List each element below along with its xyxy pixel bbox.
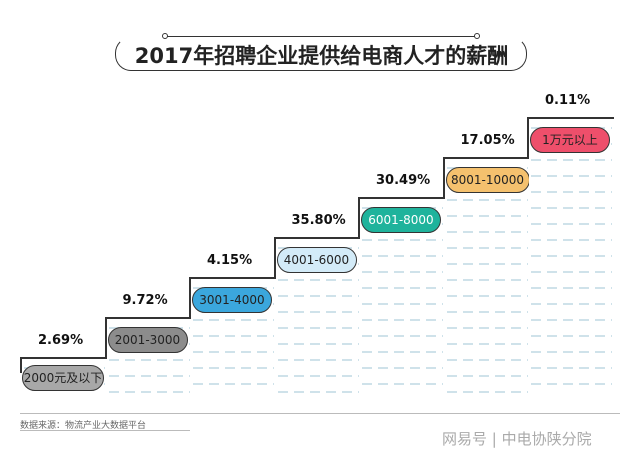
step-line: [273, 237, 361, 279]
value-label: 2.69%: [38, 333, 84, 348]
category-pill: 3001-4000: [192, 287, 272, 313]
category-pill: 1万元以上: [530, 127, 610, 153]
category-pill: 2000元及以下: [22, 365, 104, 391]
divider: [20, 430, 190, 431]
category-pill: 4001-6000: [276, 247, 357, 273]
step-line: [189, 277, 276, 319]
value-label: 30.49%: [376, 173, 431, 188]
chart-title: 2017年招聘企业提供给电商人才的薪酬: [134, 44, 509, 68]
title-frame-dot: [474, 33, 480, 39]
title-frame: [115, 37, 527, 71]
step-line: [527, 117, 614, 159]
step-line: [442, 157, 530, 199]
category-pill: 8001-10000: [445, 167, 530, 193]
step-grid: [529, 119, 612, 398]
title-frame-top: [165, 36, 475, 37]
title-frame-dot: [162, 33, 168, 39]
watermark: 网易号 | 中电协陕分院: [442, 430, 592, 448]
value-label: 4.15%: [207, 253, 253, 268]
data-source: 数据来源：物流产业大数据平台: [20, 421, 147, 431]
category-pill: 2001-3000: [107, 327, 188, 353]
divider: [20, 413, 620, 414]
value-label: 35.80%: [291, 213, 346, 228]
value-label: 0.11%: [545, 93, 591, 108]
step-line: [104, 317, 192, 359]
step-grid: [444, 159, 528, 398]
step-line: [20, 357, 107, 373]
step-line: [358, 197, 445, 239]
category-pill: 6001-8000: [361, 207, 441, 233]
value-label: 17.05%: [460, 133, 515, 148]
value-label: 9.72%: [122, 293, 168, 308]
